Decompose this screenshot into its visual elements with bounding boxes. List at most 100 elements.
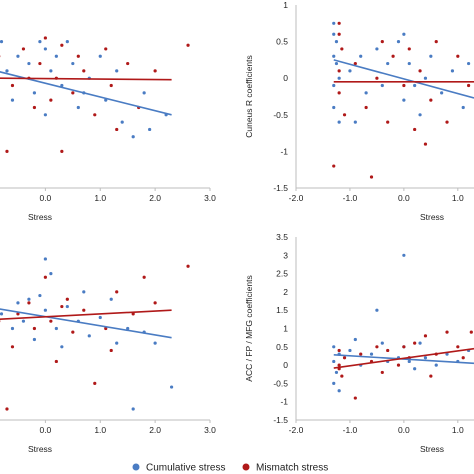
mismatch-point [142,275,146,279]
cumulative-point [423,76,428,80]
mismatch-point [43,275,47,279]
mismatch-point [337,363,341,367]
mismatch-point [115,290,119,294]
mismatch-point [109,348,113,353]
cumulative-point [337,76,341,80]
mismatch-point [60,304,64,309]
cumulative-point [54,326,58,331]
cumulative-point [445,352,449,356]
cumulative-point [27,297,31,301]
y-tick-label: 3 [283,250,288,260]
cumulative-point [402,98,406,102]
cumulative-point [353,120,357,124]
cumulative-point [434,363,438,367]
mismatch-point [38,61,42,66]
mismatch-point [364,105,368,110]
cumulative-point [82,290,86,294]
cumulative-point [60,345,64,349]
mismatch-point [423,334,428,338]
mismatch-point [380,370,384,375]
mismatch-point [337,21,341,25]
cumulative-point [334,61,339,66]
mismatch-point [49,98,53,102]
mismatch-point [429,98,433,102]
mismatch-point [5,407,9,411]
legend-marker-mismatch [242,463,250,471]
cumulative-point [359,54,363,58]
cumulative-point [348,69,352,73]
x-tick-label: 0.0 [398,425,410,435]
cumulative-point [332,345,336,349]
mismatch-point [445,330,449,334]
plot-area [332,21,474,179]
cumulative-point [120,120,124,124]
cumulative-point [32,91,37,95]
cumulative-point [0,312,4,316]
mismatch-point [456,345,460,349]
chart-panel-1: 0.0 1.0 2.0 3.0 Stress [0,36,216,222]
x-axis-title: Stress [28,212,52,222]
x-tick-label: 2.0 [149,425,161,435]
cumulative-point [396,40,401,44]
x-axis-title: Stress [420,444,444,454]
mismatch-point [109,83,113,88]
cumulative-point [98,315,102,320]
legend-label-cumulative: Cumulative stress [146,463,225,474]
cumulative-point [16,301,20,305]
cumulative-point [334,40,339,44]
legend-label-mismatch: Mismatch stress [256,463,328,474]
mismatch-point [93,381,97,385]
cumulative-point [467,61,471,66]
mismatch-trend-line [0,77,172,81]
cumulative-point [402,253,406,257]
cumulative-point [43,47,47,51]
mismatch-point [337,69,341,73]
y-axis-title: Cuneus R coefficients [244,55,254,138]
x-tick-label: 1.0 [452,193,464,203]
mismatch-point [413,341,417,345]
cumulative-point [332,54,336,58]
mismatch-point [332,164,336,168]
mismatch-point [126,61,130,66]
mismatch-point [340,374,344,378]
cumulative-point [65,40,69,44]
mismatch-point [54,359,58,364]
cumulative-point [332,105,336,110]
cumulative-point [5,69,9,73]
y-tick-label: -1.5 [273,415,288,425]
cumulative-point [104,98,108,102]
chart-panel-2: -2.0 -1.0 0.0 1.0 1 0.5 0 -0.5 -1 -1.5 Stress Cuneu… [244,0,474,222]
mismatch-point [467,83,471,88]
cumulative-point [49,69,53,73]
cumulative-point [38,40,42,44]
y-tick-label: 1.5 [276,305,288,315]
cumulative-point [348,348,352,353]
mismatch-point [375,345,379,349]
x-tick-label: 0.0 [39,193,51,203]
mismatch-point [5,149,9,153]
mismatch-point [469,330,473,334]
mismatch-point [445,120,449,124]
mismatch-point [115,127,119,132]
y-tick-label: 0 [283,73,288,83]
cumulative-point [0,40,4,44]
y-tick-label: -0.5 [273,378,288,388]
mismatch-point [104,47,108,51]
cumulative-point [126,326,130,331]
mismatch-point [49,319,53,323]
y-tick-label: 3.5 [276,232,288,242]
cumulative-point [423,356,428,360]
cumulative-point [98,54,102,58]
y-tick-label: 2.5 [276,269,288,279]
cumulative-point [332,32,336,36]
mismatch-point [402,83,406,88]
mismatch-point [369,175,374,179]
mismatch-point [76,54,80,58]
cumulative-point [10,98,15,102]
y-tick-label: 2 [283,287,288,297]
cumulative-point [43,308,47,312]
cumulative-point [131,407,135,411]
cumulative-point [38,293,42,298]
mismatch-point [32,326,37,331]
x-tick-label: 0.0 [398,193,410,203]
